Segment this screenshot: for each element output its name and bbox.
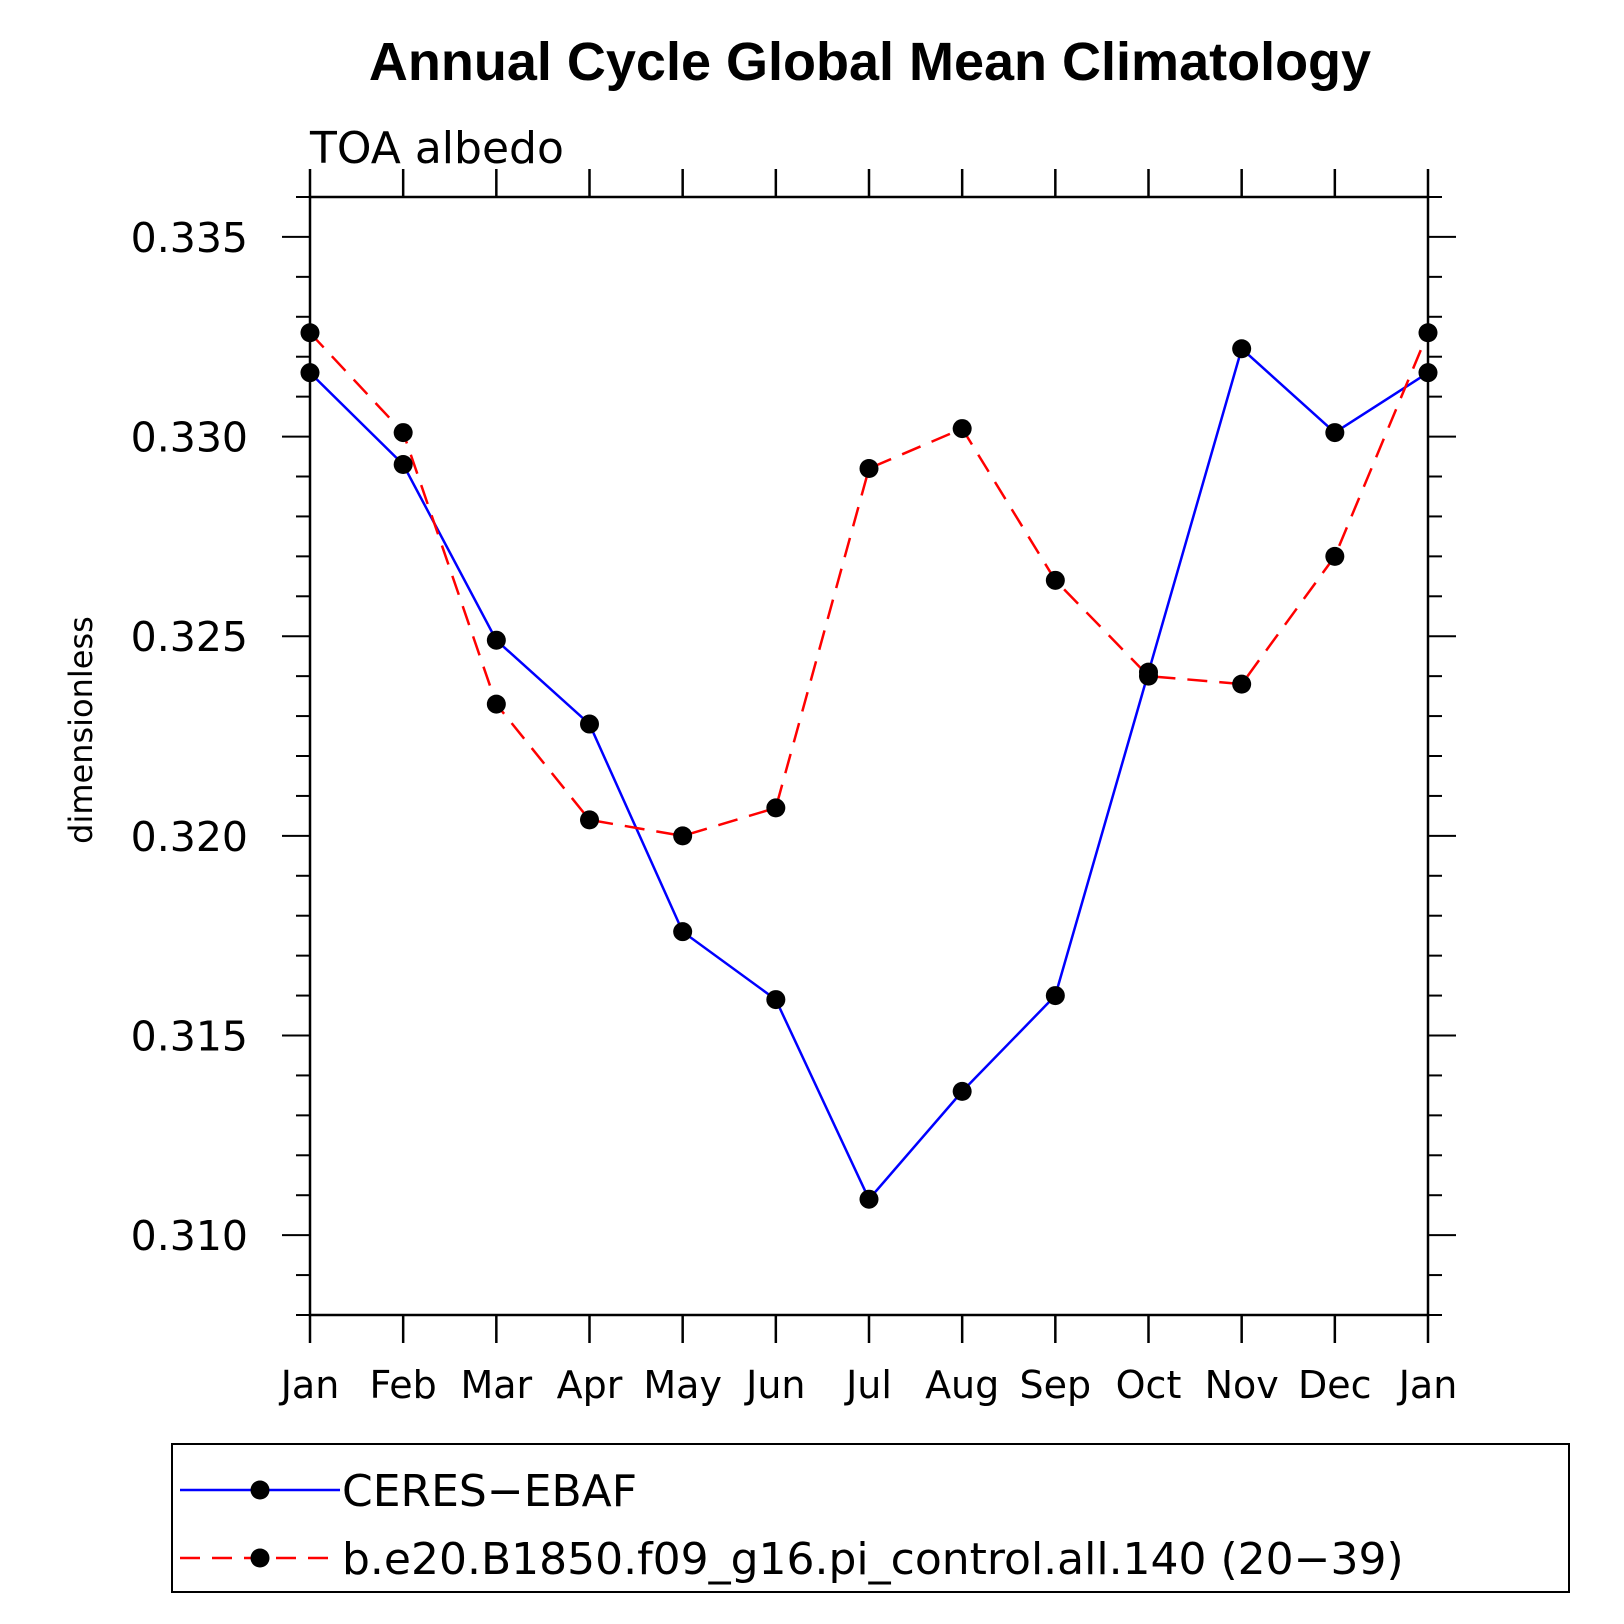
y-axis-label: dimensionless [62, 616, 100, 844]
data-point-series-2 [393, 423, 413, 443]
legend-label-2: b.e20.B1850.f09_g16.pi_control.all.140 (… [342, 1534, 1404, 1585]
y-tick-label: 0.315 [131, 1013, 248, 1061]
chart-title: Annual Cycle Global Mean Climatology [369, 32, 1371, 92]
data-point-series-1 [1418, 363, 1438, 383]
data-point-series-1 [486, 630, 506, 650]
x-tick-label: Jan [1397, 1363, 1458, 1407]
axis-ticks [282, 169, 1456, 1343]
legend-label-1: CERES−EBAF [342, 1466, 637, 1517]
legend-entries: CERES−EBAF b.e20.B1850.f09_g16.pi_control… [180, 1466, 1404, 1585]
data-point-series-2 [1325, 546, 1345, 566]
x-tick-label: Feb [370, 1363, 437, 1407]
series-markers [300, 323, 1438, 1209]
data-point-series-2 [1418, 323, 1438, 343]
data-point-series-1 [766, 990, 786, 1010]
data-point-series-1 [1325, 423, 1345, 443]
y-tick-label: 0.325 [131, 613, 248, 661]
legend-box [171, 1443, 1570, 1593]
data-point-series-2 [1045, 570, 1065, 590]
data-point-series-2 [859, 459, 879, 479]
x-tick-labels: Jan Feb Mar Apr May Jun Jul Aug Sep Oct Nov Dec Jan [279, 1363, 1458, 1407]
x-tick-label: Oct [1116, 1363, 1182, 1407]
x-tick-label: Jun [744, 1363, 805, 1407]
data-point-series-2 [300, 323, 320, 343]
chart-subtitle: TOA albedo [309, 123, 564, 174]
legend-marker-1 [250, 1480, 270, 1500]
x-tick-label: Aug [925, 1363, 999, 1407]
data-point-series-1 [952, 1081, 972, 1101]
x-tick-label: Apr [557, 1363, 623, 1407]
x-tick-label: May [643, 1363, 722, 1407]
x-tick-label: Sep [1020, 1363, 1092, 1407]
data-point-series-2 [952, 419, 972, 439]
legend: CERES−EBAF b.e20.B1850.f09_g16.pi_control… [171, 1443, 1570, 1593]
data-point-series-2 [580, 810, 599, 830]
data-point-series-2 [766, 798, 786, 818]
data-point-series-1 [300, 363, 320, 383]
series-line-2 [309, 331, 1430, 838]
data-point-series-1 [1232, 339, 1252, 359]
data-point-series-2 [1139, 666, 1158, 686]
data-point-series-1 [580, 714, 599, 734]
data-point-series-1 [393, 455, 413, 475]
x-tick-label: Jan [279, 1363, 340, 1407]
x-tick-label: Nov [1205, 1363, 1279, 1407]
y-tick-label: 0.320 [131, 813, 248, 861]
y-tick-label: 0.335 [131, 214, 248, 262]
legend-marker-2 [250, 1548, 270, 1568]
x-tick-label: Jul [844, 1363, 892, 1407]
y-tick-label: 0.330 [131, 414, 248, 462]
data-point-series-2 [673, 826, 693, 846]
x-tick-label: Mar [460, 1363, 532, 1407]
data-point-series-2 [486, 694, 506, 714]
data-point-series-1 [859, 1189, 879, 1209]
y-tick-labels: 0.335 0.330 0.325 0.320 0.315 0.310 [131, 214, 248, 1260]
y-tick-label: 0.310 [131, 1212, 248, 1260]
data-point-series-1 [1045, 986, 1065, 1006]
x-tick-label: Dec [1298, 1363, 1372, 1407]
data-point-series-2 [1232, 674, 1252, 694]
data-point-series-1 [673, 922, 693, 942]
